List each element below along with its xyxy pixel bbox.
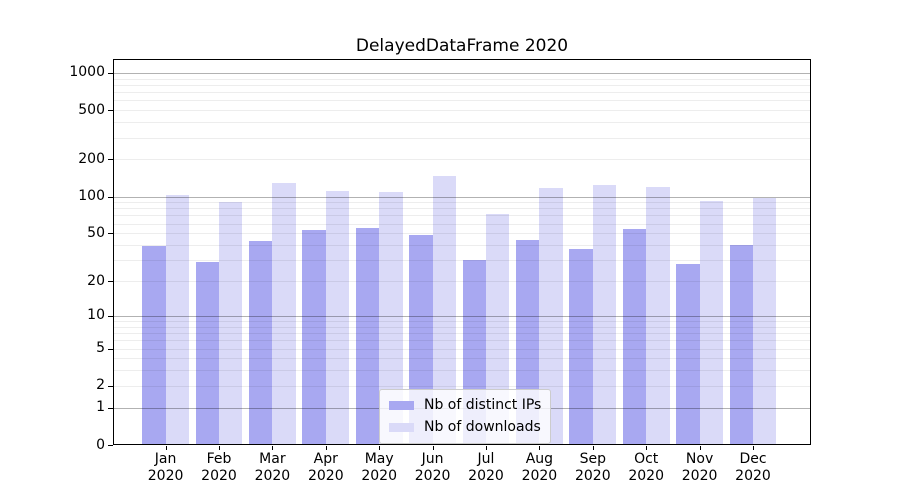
- x-axis-tick-label: Jan 2020: [139, 451, 193, 485]
- x-axis-tick-label: Apr 2020: [299, 451, 353, 485]
- y-axis-tick-mark: [108, 72, 113, 74]
- x-axis-tick-year: 2020: [521, 468, 558, 484]
- x-axis-tick-mark: [432, 446, 434, 450]
- bar-distinct-ips: [729, 245, 753, 445]
- x-axis-tick-mark: [646, 446, 648, 450]
- x-axis-tick-label: Nov 2020: [673, 451, 727, 485]
- x-axis-tick-mark: [539, 446, 541, 450]
- y-axis-tick-label: 500: [78, 101, 105, 118]
- bar-distinct-ips: [569, 249, 593, 445]
- x-axis-tick-label: Jul 2020: [459, 451, 513, 485]
- bar-downloads: [592, 185, 617, 445]
- y-axis-tick-label: 0: [96, 436, 105, 453]
- bar-distinct-ips: [249, 241, 273, 445]
- bar-distinct-ips: [302, 230, 326, 445]
- y-axis-tick-label: 1000: [69, 64, 105, 81]
- y-axis-tick-mark: [108, 159, 113, 161]
- bar-distinct-ips: [355, 228, 380, 445]
- x-axis-tick-label: May 2020: [352, 451, 406, 485]
- x-axis-tick-mark: [753, 446, 754, 450]
- y-axis-tick-mark: [108, 196, 113, 198]
- bar-downloads: [486, 213, 510, 445]
- x-axis-tick-year: 2020: [468, 468, 504, 484]
- legend-label: Nb of downloads: [424, 419, 541, 435]
- bar-downloads: [272, 183, 296, 445]
- gridline-minor: [114, 92, 810, 94]
- bar-distinct-ips: [622, 229, 647, 445]
- x-axis-tick-label: Oct 2020: [619, 451, 673, 485]
- y-axis-tick-label: 2: [96, 377, 105, 394]
- bar-distinct-ips: [195, 261, 219, 445]
- bar-downloads: [432, 175, 456, 445]
- x-axis-tick-label: Mar 2020: [245, 451, 299, 485]
- x-axis-tick-year: 2020: [628, 468, 664, 484]
- legend: Nb of distinct IPs Nb of downloads: [379, 389, 552, 444]
- bar-downloads: [753, 198, 777, 445]
- y-axis-tick-mark: [108, 348, 113, 350]
- x-axis-tick-year: 2020: [147, 468, 184, 484]
- legend-item: Nb of downloads: [389, 417, 541, 438]
- x-axis-tick-label: Feb 2020: [192, 451, 246, 485]
- bar-downloads: [219, 201, 243, 445]
- y-axis-tick-label: 10: [87, 307, 105, 324]
- x-axis-tick-year: 2020: [361, 468, 397, 484]
- x-axis-tick-mark: [699, 446, 701, 450]
- y-axis-tick-label: 1: [96, 399, 105, 416]
- bar-downloads: [539, 187, 563, 445]
- x-axis-tick-mark: [592, 446, 594, 450]
- x-axis-tick-mark: [325, 446, 327, 450]
- x-axis-tick-label: Sep 2020: [566, 451, 620, 485]
- bar-downloads: [646, 186, 670, 445]
- y-axis-tick-label: 100: [78, 188, 105, 204]
- x-axis-tick-label: Jun 2020: [406, 451, 460, 485]
- y-axis-tick-mark: [108, 315, 113, 317]
- x-axis-tick-label: Aug 2020: [512, 451, 566, 485]
- gridline-minor: [114, 137, 810, 139]
- gridline-major: [114, 196, 810, 198]
- x-axis-tick-mark: [379, 446, 381, 450]
- x-axis-tick-year: 2020: [307, 468, 344, 484]
- y-axis-tick-label: 20: [87, 272, 105, 289]
- gridline-minor: [114, 159, 810, 161]
- x-axis-tick-mark: [219, 446, 220, 450]
- bar-downloads: [699, 200, 723, 445]
- x-axis-tick-year: 2020: [201, 468, 237, 484]
- gridline-minor: [114, 122, 810, 124]
- gridline-minor: [114, 78, 810, 80]
- x-axis-tick-mark: [165, 446, 167, 450]
- x-axis-tick-year: 2020: [254, 468, 291, 484]
- gridline-minor: [114, 100, 810, 102]
- x-axis-tick-year: 2020: [414, 468, 451, 484]
- x-axis-tick-year: 2020: [681, 468, 718, 484]
- y-axis-tick-label: 5: [96, 340, 105, 356]
- chart-title: DelayedDataFrame 2020: [355, 36, 569, 56]
- y-axis-tick-mark: [108, 407, 113, 409]
- x-axis-tick-label: Dec 2020: [726, 451, 780, 485]
- y-axis-tick-label: 200: [78, 150, 105, 167]
- legend-swatch-ips: [389, 401, 414, 410]
- gridline-major: [114, 72, 810, 74]
- x-axis-tick-mark: [486, 446, 487, 450]
- x-axis-tick-mark: [272, 446, 274, 450]
- bar-downloads: [325, 191, 350, 445]
- legend-swatch-downloads: [389, 423, 414, 432]
- x-axis-tick-year: 2020: [735, 468, 771, 484]
- x-axis-tick-year: 2020: [574, 468, 611, 484]
- bar-downloads: [165, 194, 189, 445]
- legend-label: Nb of distinct IPs: [424, 397, 542, 413]
- y-axis-tick-mark: [108, 233, 113, 235]
- y-axis-tick-label: 50: [87, 224, 105, 241]
- y-axis-tick-mark: [108, 385, 113, 387]
- bar-downloads: [379, 191, 403, 445]
- y-axis-tick-mark: [108, 110, 113, 112]
- bar-distinct-ips: [676, 263, 700, 445]
- gridline-minor: [114, 110, 810, 112]
- bar-distinct-ips: [142, 246, 166, 445]
- legend-item: Nb of distinct IPs: [389, 395, 541, 416]
- y-axis-tick-mark: [108, 281, 113, 282]
- y-axis-tick-mark: [108, 445, 113, 446]
- gridline-minor: [114, 84, 810, 86]
